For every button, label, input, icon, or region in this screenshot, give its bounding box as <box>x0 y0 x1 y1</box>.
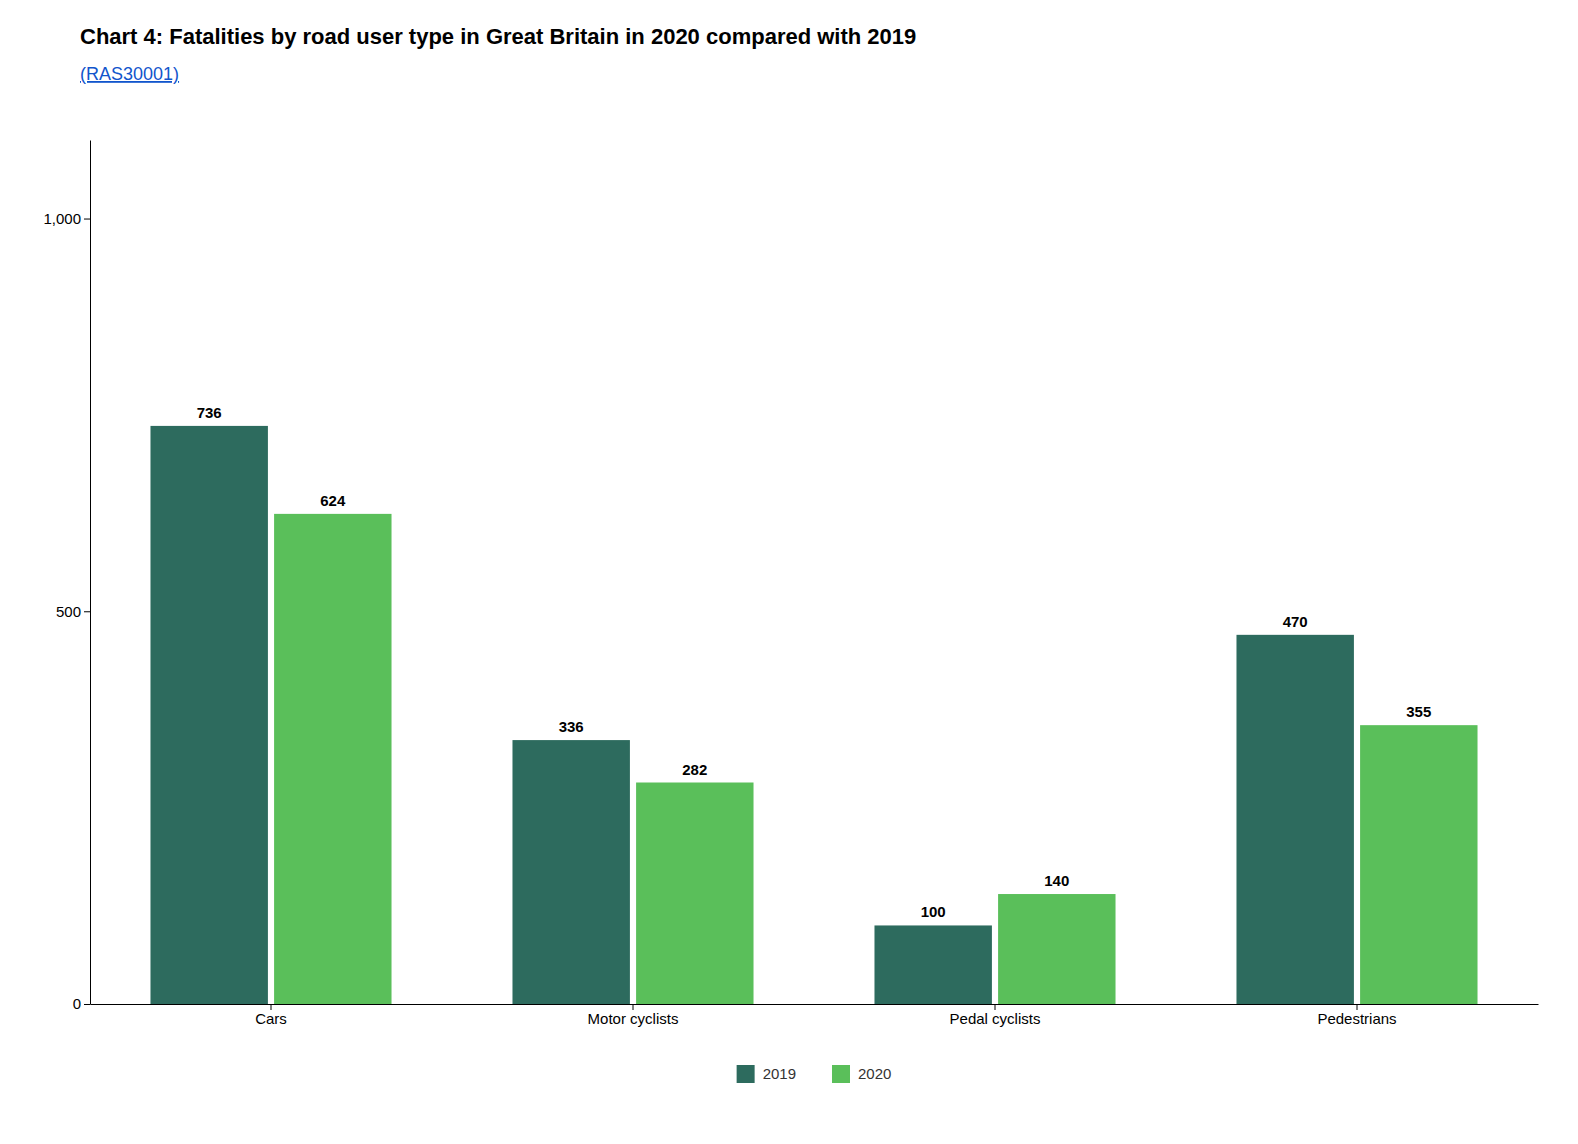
bar <box>150 426 267 1004</box>
y-tick: 500 <box>56 603 90 620</box>
legend-item: 2020 <box>832 1065 891 1083</box>
x-tick: Motor cyclists <box>588 1004 679 1027</box>
legend-item: 2019 <box>737 1065 796 1083</box>
y-tick-label: 500 <box>56 603 81 620</box>
x-tick-label: Motor cyclists <box>588 1010 679 1027</box>
y-tick: 1,000 <box>43 210 90 227</box>
y-tick-label: 1,000 <box>43 210 81 227</box>
bar-series <box>150 426 1353 1004</box>
data-label: 336 <box>559 718 584 735</box>
title: Chart 4: Fatalities by road user type in… <box>80 24 916 49</box>
y-tick-mark <box>84 219 90 220</box>
y-axis-line <box>90 141 91 1005</box>
x-tick-label: Pedal cyclists <box>950 1010 1041 1027</box>
bar <box>512 740 629 1004</box>
legend-label: 2019 <box>763 1065 796 1082</box>
y-tick: 0 <box>73 995 90 1012</box>
bar <box>1236 635 1353 1004</box>
data-label: 624 <box>320 492 346 509</box>
y-axis: 0 500 1,000 <box>43 141 90 1013</box>
bar <box>636 783 753 1004</box>
y-tick-mark <box>84 611 90 612</box>
x-tick: Cars <box>255 1004 287 1027</box>
legend-swatch <box>737 1065 755 1083</box>
data-labels: 736 336 100 470 624 282 140 355 <box>197 404 1432 921</box>
data-label: 100 <box>921 903 946 920</box>
data-label: 736 <box>197 404 222 421</box>
bar <box>998 894 1115 1004</box>
x-axis-line <box>91 1004 1539 1005</box>
chart: Chart 4: Fatalities by road user type in… <box>0 0 1578 1144</box>
bar-series <box>274 514 1477 1004</box>
data-label: 282 <box>682 761 707 778</box>
x-tick-label: Cars <box>255 1010 287 1027</box>
bars <box>150 426 1477 1004</box>
legend: 2019 2020 <box>737 1065 892 1083</box>
chart-container: Chart 4: Fatalities by road user type in… <box>0 0 1578 1144</box>
bar <box>274 514 391 1004</box>
x-tick: Pedal cyclists <box>950 1004 1041 1027</box>
y-tick-label: 0 <box>73 995 81 1012</box>
x-axis: Cars Motor cyclists Pedal cyclists Pedestri… <box>91 1004 1539 1027</box>
x-tick: Pedestrians <box>1317 1004 1396 1027</box>
bar <box>1360 725 1477 1004</box>
y-tick-mark <box>84 1004 90 1005</box>
plot-area: 0 500 1,000 Cars Motor cyclists Pedal cyclist… <box>43 141 1538 1027</box>
data-label: 355 <box>1406 703 1431 720</box>
data-label: 140 <box>1044 872 1069 889</box>
data-label: 470 <box>1283 613 1308 630</box>
x-tick-label: Pedestrians <box>1317 1010 1396 1027</box>
legend-swatch <box>832 1065 850 1083</box>
legend-label: 2020 <box>858 1065 891 1082</box>
bar <box>874 925 991 1004</box>
subtitle: (RAS30001) <box>80 64 179 84</box>
